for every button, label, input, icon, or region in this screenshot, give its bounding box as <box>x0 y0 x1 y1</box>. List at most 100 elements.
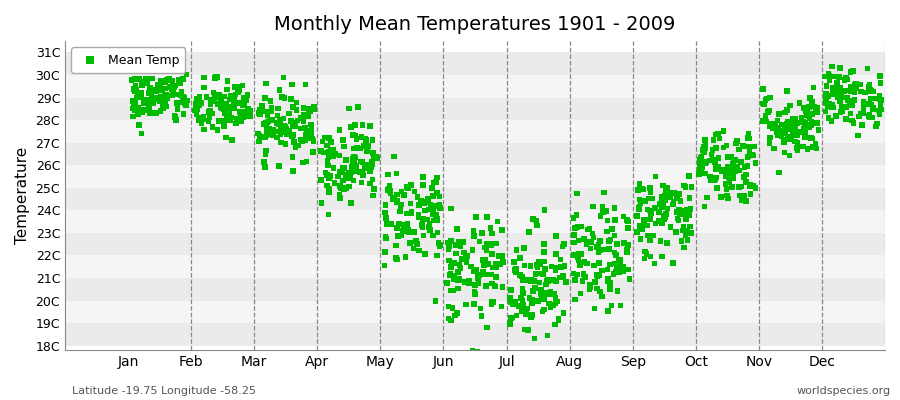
Point <box>860 65 875 72</box>
Point <box>393 203 408 210</box>
Point <box>697 149 711 155</box>
Point <box>770 124 785 131</box>
Point <box>142 107 157 114</box>
Point <box>296 105 310 111</box>
Point <box>548 321 562 328</box>
Point <box>819 100 833 106</box>
Point <box>862 100 877 107</box>
Point <box>508 267 522 274</box>
Point <box>275 129 290 135</box>
Point <box>504 300 518 306</box>
Point <box>433 205 447 211</box>
Point <box>478 244 492 250</box>
Point <box>486 264 500 271</box>
Point <box>739 178 753 185</box>
Point <box>173 80 187 86</box>
Point <box>622 276 636 282</box>
Point <box>176 94 190 100</box>
Point <box>757 101 771 108</box>
Point <box>833 65 848 71</box>
Point <box>872 96 886 102</box>
Point <box>670 215 685 222</box>
Point <box>302 113 316 120</box>
Point <box>305 135 320 142</box>
Point <box>593 238 608 244</box>
Point <box>548 294 562 300</box>
Point <box>241 106 256 112</box>
Point <box>407 188 421 195</box>
Point <box>747 144 761 150</box>
Point <box>568 225 582 232</box>
Point <box>636 217 651 224</box>
Point <box>421 196 436 202</box>
Point <box>254 134 268 141</box>
Point <box>135 82 149 88</box>
Point <box>321 154 336 160</box>
Point <box>285 168 300 174</box>
Point <box>866 106 880 112</box>
Point <box>279 126 293 132</box>
Point <box>422 206 436 213</box>
Point <box>802 124 816 130</box>
Point <box>282 128 296 135</box>
Point <box>299 132 313 138</box>
Point <box>302 134 316 140</box>
Point <box>609 268 624 275</box>
Point <box>568 296 582 303</box>
Point <box>549 278 563 284</box>
Point <box>442 257 456 264</box>
Point <box>156 105 170 111</box>
Point <box>854 110 868 117</box>
Point <box>282 110 296 117</box>
Point <box>422 220 436 227</box>
Point <box>536 249 551 256</box>
Point <box>366 155 381 162</box>
Point <box>285 81 300 88</box>
Point <box>811 109 825 116</box>
Point <box>134 90 148 96</box>
Point <box>317 134 331 140</box>
Point <box>451 285 465 292</box>
Point <box>748 185 762 191</box>
Point <box>193 117 207 123</box>
Point <box>835 108 850 115</box>
Point <box>525 312 539 318</box>
Bar <box>65 120 885 143</box>
Point <box>767 145 781 152</box>
Point <box>726 175 741 181</box>
Point <box>874 106 888 113</box>
Point <box>481 260 495 267</box>
Point <box>215 105 230 112</box>
Point <box>333 168 347 174</box>
Point <box>872 93 886 99</box>
Point <box>320 182 334 189</box>
Point <box>234 118 248 124</box>
Point <box>503 320 517 327</box>
Point <box>660 240 674 246</box>
Point <box>145 97 159 104</box>
Point <box>802 113 816 120</box>
Point <box>698 160 713 166</box>
Point <box>472 280 486 286</box>
Point <box>614 302 628 309</box>
Point <box>600 278 615 285</box>
Point <box>844 87 859 94</box>
Point <box>678 211 692 217</box>
Point <box>137 100 151 107</box>
Point <box>222 109 237 115</box>
Point <box>290 117 304 124</box>
Point <box>258 147 273 154</box>
Point <box>636 186 651 192</box>
Point <box>639 251 653 257</box>
Point <box>787 125 801 131</box>
Point <box>537 258 552 265</box>
Point <box>348 168 363 175</box>
Point <box>652 217 666 224</box>
Point <box>431 240 446 246</box>
Point <box>572 257 586 263</box>
Point <box>133 91 148 97</box>
Point <box>739 198 753 204</box>
Bar <box>65 210 885 233</box>
Point <box>598 208 613 214</box>
Point <box>314 200 328 206</box>
